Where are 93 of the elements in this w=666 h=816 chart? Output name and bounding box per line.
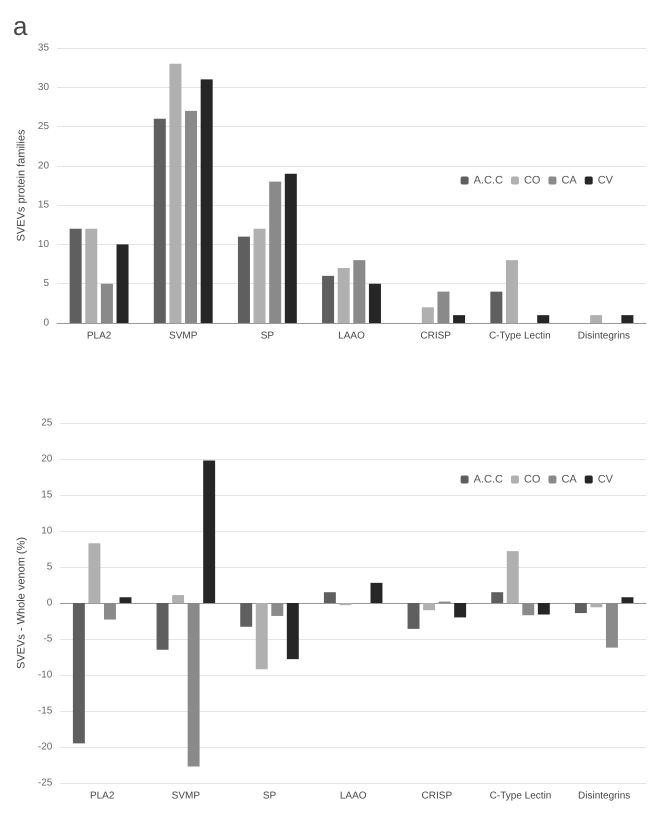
bar — [256, 603, 268, 670]
y-tick-label: 15 — [41, 490, 53, 500]
y-tick-label: 30 — [38, 82, 50, 93]
y-tick-label: -15 — [38, 706, 53, 716]
x-tick-label: Disintegrins — [578, 330, 630, 342]
bar — [621, 315, 634, 323]
bar — [85, 228, 98, 323]
x-tick-label: SP — [262, 790, 277, 802]
y-tick-label: 0 — [43, 318, 50, 328]
bar — [491, 592, 504, 603]
bar — [606, 603, 618, 648]
x-tick-label: PLA2 — [90, 790, 115, 802]
bar — [574, 603, 587, 614]
bar — [437, 292, 450, 323]
bar — [322, 276, 334, 323]
legend-label: CA — [561, 474, 578, 486]
y-tick-label: 5 — [46, 562, 53, 572]
y-tick-label: 25 — [38, 121, 50, 132]
y-tick-label: 20 — [38, 160, 50, 172]
bar — [185, 110, 198, 323]
bar — [506, 260, 518, 323]
y-tick-label: 10 — [41, 526, 53, 536]
x-tick-label: C-Type Lectin — [488, 330, 551, 342]
bar — [116, 244, 129, 323]
y-tick-label: -25 — [38, 778, 53, 788]
bar — [538, 603, 550, 615]
bar — [353, 260, 366, 323]
bar — [100, 284, 113, 323]
bar — [506, 551, 519, 603]
legend-label: CV — [598, 174, 614, 186]
legend-label: CO — [524, 474, 541, 486]
legend-label: CV — [598, 474, 614, 486]
bar — [120, 597, 132, 603]
bar — [622, 597, 634, 603]
x-tick-label: LAAO — [340, 790, 367, 802]
chart-title: a — [13, 11, 28, 41]
y-tick-label: 20 — [41, 454, 53, 464]
legend-label: A.C.C — [474, 174, 503, 186]
bar — [254, 228, 266, 323]
bar — [423, 603, 436, 610]
x-tick-label: SVMP — [172, 790, 200, 802]
bar — [453, 315, 466, 323]
bar — [240, 603, 252, 627]
bar — [537, 315, 550, 323]
x-tick-label: PLA2 — [86, 330, 112, 342]
bar — [156, 603, 169, 650]
y-tick-label: 5 — [43, 278, 50, 290]
bar — [72, 603, 85, 744]
bar — [286, 603, 299, 660]
legend-label: A.C.C — [474, 474, 503, 486]
bar — [284, 174, 297, 323]
bar — [338, 268, 350, 323]
bar — [368, 284, 381, 323]
y-tick-label: -20 — [38, 742, 53, 752]
bar — [104, 603, 116, 620]
y-tick-label: 15 — [38, 200, 50, 211]
y-tick-label: -5 — [43, 634, 53, 644]
bar — [172, 595, 184, 603]
y-axis-title: SVEVs protein families — [16, 129, 28, 242]
bar — [203, 460, 216, 603]
x-tick-label: C-Type Lectin — [490, 790, 552, 802]
bar — [169, 64, 182, 323]
y-tick-label: 0 — [46, 598, 53, 608]
bar — [88, 543, 100, 603]
x-tick-label: LAAO — [338, 330, 366, 342]
bar — [200, 79, 213, 323]
y-tick-label: 25 — [41, 418, 53, 428]
bar — [271, 603, 284, 616]
bar — [188, 603, 200, 766]
bar — [238, 236, 250, 323]
bar — [269, 182, 282, 323]
bar — [324, 592, 336, 603]
bar — [154, 118, 166, 323]
bar — [408, 603, 420, 629]
x-tick-label: SP — [260, 330, 274, 342]
bar — [590, 603, 602, 608]
bar — [490, 292, 502, 323]
y-tick-label: 35 — [38, 42, 50, 54]
y-axis-title: SVEVs - Whole venom (%) — [16, 536, 28, 670]
bar — [422, 307, 434, 323]
bar — [454, 603, 466, 618]
x-tick-label: Disintegrins — [578, 790, 630, 802]
x-tick-label: CRISP — [420, 330, 452, 342]
y-tick-label: -10 — [38, 670, 53, 680]
legend-label: CO — [524, 174, 541, 186]
x-tick-label: CRISP — [422, 790, 452, 802]
bar — [70, 228, 82, 323]
bar — [370, 582, 382, 603]
bar — [522, 603, 534, 616]
x-tick-label: SVMP — [169, 330, 198, 342]
legend-label: CA — [561, 174, 578, 186]
bar — [590, 315, 602, 323]
y-tick-label: 10 — [38, 238, 50, 250]
